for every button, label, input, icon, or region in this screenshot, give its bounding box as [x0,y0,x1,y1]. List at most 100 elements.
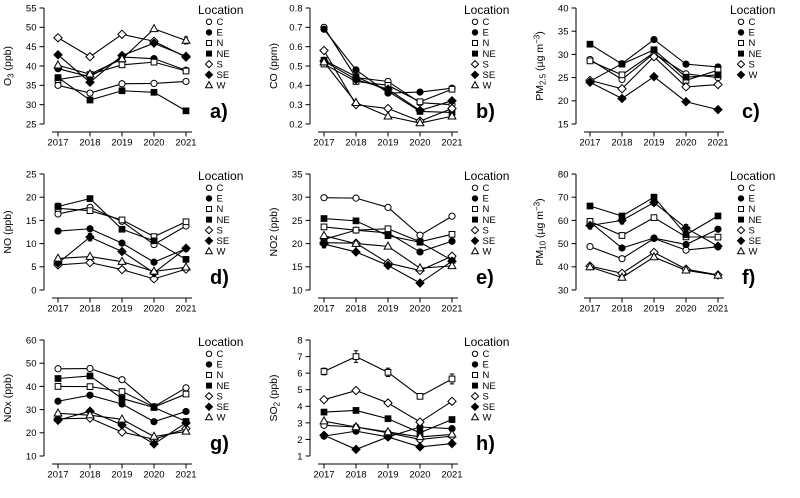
x-tick-label: 2020 [143,138,164,149]
series-markers-W [319,56,457,127]
panel-letter-g: g) [210,433,229,455]
legend-item-E: E [471,28,489,39]
y-tick-label: 10 [26,451,37,462]
series-markers-SE [585,197,723,251]
legend-title: Location [198,3,243,17]
y-tick-label: 0.7 [289,23,302,34]
legend-item-N: N [206,38,224,49]
legend-item-label: E [483,28,489,39]
legend-title: Location [198,169,243,183]
legend-item-N: N [206,204,224,215]
legend-item-label: N [749,204,756,215]
x-tick-label: 2021 [441,304,462,315]
y-axis-title: CO (ppm) [268,43,280,89]
y-tick-label: 4 [297,402,302,413]
y-axis-title: SO2 (ppb) [268,374,282,421]
y-tick-label: 15 [558,119,569,130]
y-tick-label: 20 [558,96,569,107]
panel-a-chart: 25 30 35 40 45 50 55 2017 2018 2019 2020 2021 O3 (pp… [2,3,243,149]
legend-item-label: E [217,28,223,39]
series-markers-S [319,385,457,427]
panel-b-chart: 0.2 0.3 0.4 0.5 0.6 0.7 0.8 2017 2018 2019 2020 202… [268,3,509,149]
y-tick-label: 45 [26,42,37,53]
legend-item-SE: SE [204,236,229,247]
legend-item-NE: NE [206,381,230,392]
y-tick-label: 0 [31,285,36,296]
series-markers-C [54,77,190,97]
x-tick-label: 2021 [175,470,196,481]
legend-item-S: S [470,225,489,236]
legend-item-E: E [471,194,489,205]
panel-letter-b: b) [476,101,495,123]
legend-item-N: N [206,370,224,381]
legend-item-W: W [470,413,492,424]
y-tick-label: 70 [558,193,569,204]
y-tick-label: 80 [558,169,569,180]
legend-item-W: W [204,247,226,258]
legend-item-NE: NE [472,215,496,226]
legend-item-NE: NE [206,215,230,226]
y-axis-title: O3 (ppb) [2,46,16,86]
series-markers-W [585,71,723,115]
x-axis: 2017 2018 2019 2020 2021 [47,131,197,149]
y-axis: 0 5 10 15 20 25 [26,169,45,296]
legend-item-NE: NE [206,49,230,60]
x-tick-label: 2019 [111,304,132,315]
legend-item-label: C [217,17,224,28]
series-markers-W [53,251,191,275]
series-markers-W [319,230,457,272]
y-axis-title: PM10 (µg m−3) [532,198,547,265]
y-tick-label: 0.8 [289,3,302,14]
y-axis: 10 15 20 25 30 35 [292,169,311,296]
y-tick-label: 35 [292,169,303,180]
legend-item-label: C [483,183,490,194]
legend-item-label: S [483,59,489,70]
legend-item-S: S [204,225,223,236]
legend-item-W: W [736,70,758,81]
x-tick-label: 2020 [675,304,696,315]
x-tick-label: 2019 [643,304,664,315]
legend-item-label: E [217,360,223,371]
legend-item-label: S [483,225,489,236]
y-axis-title: NO2 (ppb) [268,207,280,256]
panel-c-chart: 15 20 25 30 35 40 2017 2018 2019 2020 2021 PM2.5 (µ… [532,3,775,149]
x-tick-label: 2017 [47,138,68,149]
legend-title: Location [198,335,243,349]
legend-item-C: C [205,183,224,194]
y-axis-title: NOx (ppb) [2,374,14,422]
legend-item-label: W [217,247,226,258]
legend-item-N: N [472,204,490,215]
y-tick-label: 15 [26,216,37,227]
legend-item-E: E [471,360,489,371]
legend-item-label: NE [483,381,496,392]
x-tick-label: 2020 [409,304,430,315]
legend-item-label: C [483,17,490,28]
legend-item-C: C [737,183,756,194]
legend-item-label: NE [217,381,230,392]
y-tick-label: 25 [292,216,303,227]
series-markers-W [585,251,723,281]
y-tick-label: 50 [558,239,569,250]
legend-item-label: SE [483,70,496,81]
legend-item-label: N [217,204,224,215]
panel-e-chart: 10 15 20 25 30 35 2017 2018 2019 2020 2021 NO2 (ppb… [268,169,509,315]
legend-item-N: N [472,38,490,49]
y-tick-label: 35 [558,27,569,38]
x-axis: 2017 2018 2019 2020 2021 [313,131,463,149]
legend-item-S: S [204,391,223,402]
legend-item-label: W [749,70,758,81]
x-tick-label: 2018 [345,470,366,481]
legend-item-NE: NE [472,381,496,392]
legend-item-S: S [736,59,755,70]
x-axis: 2017 2018 2019 2020 2021 [313,297,463,315]
legend-title: Location [730,169,775,183]
legend-title: Location [730,3,775,17]
y-tick-label: 5 [31,262,36,273]
legend-item-label: W [217,81,226,92]
x-tick-label: 2020 [409,470,430,481]
series-markers-N [54,58,190,83]
